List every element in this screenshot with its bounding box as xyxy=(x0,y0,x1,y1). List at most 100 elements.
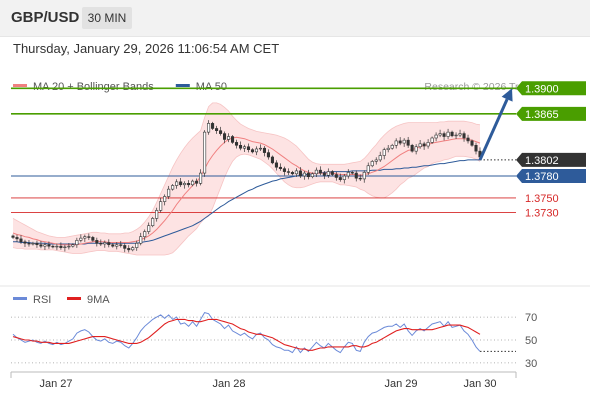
candle-body xyxy=(466,137,470,142)
candle xyxy=(211,121,215,130)
candle xyxy=(15,234,19,243)
level-label: 1.3865 xyxy=(525,109,559,121)
candle-body xyxy=(310,173,314,178)
candle-body xyxy=(187,183,191,186)
candle xyxy=(330,170,334,176)
candle xyxy=(286,168,290,175)
candle xyxy=(258,144,263,151)
candle xyxy=(91,235,95,242)
time-tick-label: Jan 27 xyxy=(39,378,72,390)
candle-body xyxy=(246,146,251,150)
candle-body xyxy=(199,172,203,184)
candle xyxy=(370,159,374,168)
candle-body xyxy=(99,242,103,245)
level-tag: 1.3780 xyxy=(516,169,586,183)
candle xyxy=(338,173,342,182)
level-tag: 1.3865 xyxy=(516,106,586,121)
bollinger-band-fill xyxy=(13,102,480,256)
candle-body xyxy=(111,244,115,247)
candle-body xyxy=(95,240,99,244)
candle-body xyxy=(386,147,390,150)
candle-body xyxy=(450,131,454,137)
candle-body xyxy=(27,242,31,245)
current-price-label: 1.3802 xyxy=(525,155,559,167)
legend-label: 9MA xyxy=(87,294,110,306)
candle-body xyxy=(127,248,131,251)
bollinger-lower-line xyxy=(12,153,481,256)
candle-body xyxy=(31,242,35,245)
price-legend: MA 20 + Bollinger Bands MA 50 xyxy=(13,81,227,93)
candle-body xyxy=(55,245,59,248)
candle-body xyxy=(91,237,95,241)
candle xyxy=(322,171,326,180)
level-tag: 1.3900 xyxy=(516,81,586,96)
candle xyxy=(79,234,83,243)
candle xyxy=(406,136,410,148)
candle xyxy=(326,168,330,178)
arrow-head xyxy=(501,88,513,102)
ma20-line xyxy=(12,136,481,246)
candle xyxy=(199,169,203,186)
rsi-panel: RSI 9MA 70 50 30 xyxy=(11,294,537,370)
candle-body xyxy=(119,244,123,246)
candle xyxy=(398,137,402,146)
candle xyxy=(163,194,167,206)
rsi-tick-label: 70 xyxy=(525,312,537,324)
candle xyxy=(43,242,47,250)
candle-body xyxy=(314,169,318,175)
candle xyxy=(342,173,346,184)
candle-body xyxy=(131,247,135,251)
candle-body xyxy=(342,175,346,180)
candle-body xyxy=(270,156,274,164)
candle xyxy=(223,131,227,144)
candle-body xyxy=(462,133,466,139)
time-tick-label: Jan 28 xyxy=(212,378,245,390)
candle xyxy=(11,234,15,239)
candle xyxy=(230,135,235,144)
candle xyxy=(75,237,79,248)
candle-body xyxy=(442,133,446,137)
timeframe-button[interactable]: 30 MIN xyxy=(82,7,132,29)
candle-body xyxy=(75,240,79,246)
candle-body xyxy=(87,236,91,238)
candle-body xyxy=(334,174,338,178)
candle-body xyxy=(350,172,354,174)
candle-body xyxy=(418,143,422,148)
candle-body xyxy=(318,169,322,174)
candle xyxy=(422,141,426,150)
level-tag-box xyxy=(516,81,586,96)
candle xyxy=(374,157,378,165)
candle xyxy=(219,126,223,136)
candle xyxy=(466,134,470,144)
candle-body xyxy=(454,134,458,137)
level-label: 1.3730 xyxy=(525,208,559,220)
candle xyxy=(378,151,382,162)
candle-body xyxy=(258,147,263,150)
candle xyxy=(55,243,59,251)
legend-swatch xyxy=(13,297,27,300)
candle xyxy=(278,163,282,171)
candle-body xyxy=(23,241,27,244)
candle xyxy=(250,148,255,154)
candle-body xyxy=(219,130,223,134)
candle xyxy=(123,243,127,253)
candle xyxy=(346,169,350,179)
candle-body xyxy=(366,165,370,173)
legend-swatch xyxy=(67,297,81,300)
candle xyxy=(438,129,442,138)
candle xyxy=(187,180,191,188)
chart-header: GBP/USD 30 MIN xyxy=(0,0,590,37)
candle-body xyxy=(147,225,151,232)
candle xyxy=(382,147,386,160)
candle xyxy=(270,155,274,165)
candle xyxy=(99,239,103,247)
candle xyxy=(306,169,310,180)
time-axis: Jan 27 Jan 28 Jan 29 Jan 30 xyxy=(10,371,517,390)
candle xyxy=(35,240,39,248)
legend-swatch xyxy=(13,84,27,87)
candle-body xyxy=(211,123,215,129)
candle xyxy=(19,235,23,244)
candle xyxy=(103,240,107,248)
candle xyxy=(191,179,195,187)
